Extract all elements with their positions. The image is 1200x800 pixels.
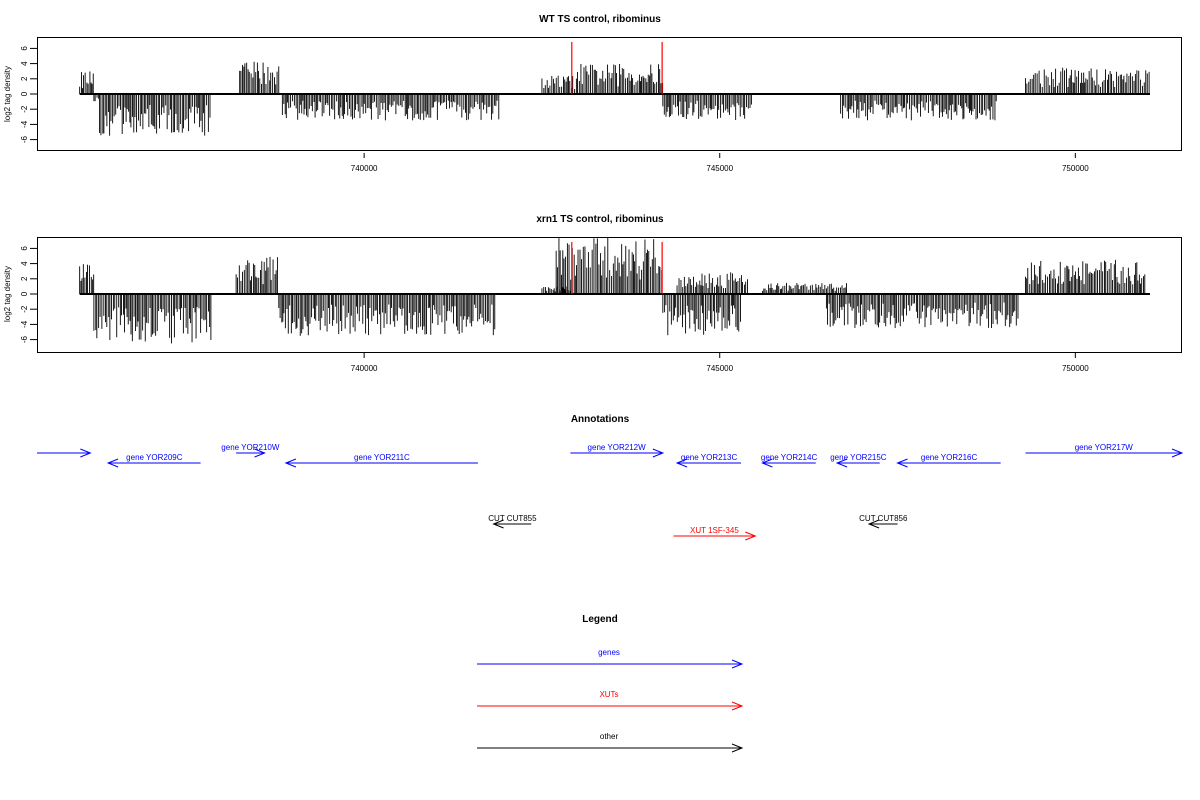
feature-arrowhead	[284, 458, 297, 468]
feature-gene-yor214c: gene YOR214C	[761, 453, 818, 468]
legend: genes XUTs other	[477, 648, 744, 753]
feature-gene-yor209c: gene YOR209C	[106, 453, 201, 468]
x-tick-label: 750000	[1062, 364, 1089, 373]
feature-label: gene YOR217W	[1075, 443, 1134, 452]
feature-label: CUT CUT855	[488, 514, 537, 523]
legend-label: XUTs	[599, 690, 618, 699]
feature-cut-cut855: CUT CUT855	[488, 514, 537, 529]
feature-label: CUT CUT856	[859, 514, 908, 523]
y-tick-label: 0	[20, 91, 29, 96]
y-tick-label: 4	[20, 61, 29, 66]
feature-arrowhead	[835, 458, 848, 468]
panel-1-title: WT TS control, ribominus	[539, 14, 661, 25]
feature-label: XUT 1SF-345	[690, 526, 739, 535]
feature-arrowhead	[745, 531, 757, 541]
feature-gene-yor216c: gene YOR216C	[896, 453, 1001, 468]
legend-item-genes: genes	[477, 648, 744, 669]
feature-label: gene YOR211C	[354, 453, 410, 462]
legend-label: genes	[598, 648, 620, 657]
feature-label: gene YOR215C	[830, 453, 887, 462]
feature-gene-yor210w: gene YOR210W	[221, 443, 280, 458]
y-tick-label: 0	[20, 291, 29, 296]
annotations-title: Annotations	[570, 414, 630, 425]
x-tick-label: 740000	[351, 364, 378, 373]
x-tick-label: 740000	[351, 164, 378, 173]
x-tick-label: 745000	[706, 164, 733, 173]
feature-label: gene YOR212W	[588, 443, 647, 452]
y-tick-label: 6	[20, 246, 29, 251]
y-axis-label: log2 tag density	[3, 66, 12, 122]
panel-2-title: xrn1 TS control, ribominus	[536, 214, 664, 225]
y-tick-label: -6	[20, 135, 29, 143]
y-tick-label: -4	[20, 320, 29, 328]
feature-arrowhead	[254, 448, 266, 458]
feature-arrowhead	[896, 458, 908, 468]
feature-label: gene YOR209C	[126, 453, 183, 462]
annotations-track: gene YOR209C gene YOR210W gene YOR211C gene…	[37, 443, 1184, 541]
feature-arrowhead	[1171, 448, 1184, 458]
feature-label: gene YOR213C	[681, 453, 738, 462]
legend-item-other: other	[477, 732, 744, 753]
feature-gene-yor212w: gene YOR212W	[570, 443, 665, 458]
legend-item-xuts: XUTs	[477, 690, 744, 711]
legend-label: other	[600, 732, 619, 741]
feature-xut-1sf-345: XUT 1SF-345	[673, 526, 757, 541]
feature-gene-yor215c: gene YOR215C	[830, 453, 887, 468]
feature-label: gene YOR214C	[761, 453, 818, 462]
feature-arrowhead	[675, 458, 688, 468]
y-tick-label: -4	[20, 120, 29, 128]
feature-gene-yor213c: gene YOR213C	[675, 453, 742, 468]
feature-gene-yor211c: gene YOR211C	[284, 453, 478, 468]
y-tick-label: 6	[20, 46, 29, 51]
legend-arrowhead	[731, 659, 744, 669]
x-tick-label: 745000	[706, 364, 733, 373]
y-tick-label: -2	[20, 305, 29, 313]
feature-arrowhead	[106, 458, 119, 468]
feature-label: gene YOR210W	[221, 443, 280, 452]
y-axis-label: log2 tag density	[3, 266, 12, 322]
y-tick-label: 2	[20, 276, 29, 281]
panel-2-chart: -6 -4 -2 0 2 4 6 log2 tag density 740000 745000 75…	[3, 237, 1150, 373]
feature-arrowhead	[867, 519, 880, 529]
feature-arrowhead	[761, 458, 773, 468]
legend-arrowhead	[731, 701, 744, 711]
y-tick-label: 2	[20, 76, 29, 81]
feature-arrowhead	[80, 448, 92, 458]
panel-2-frame	[37, 237, 1182, 353]
feature-arrowhead	[492, 519, 504, 529]
legend-title: Legend	[582, 614, 618, 625]
legend-arrowhead	[731, 743, 744, 753]
y-tick-label: 4	[20, 261, 29, 266]
feature-label: gene YOR216C	[921, 453, 978, 462]
y-tick-label: -2	[20, 105, 29, 113]
panel-1-chart: -6 -4 -2 0 2 4 6 log2 tag density 740000 745000 75…	[3, 42, 1150, 173]
y-tick-label: -6	[20, 335, 29, 343]
x-tick-label: 750000	[1062, 164, 1089, 173]
feature-arrow	[37, 448, 92, 458]
feature-cut-cut856: CUT CUT856	[859, 514, 908, 529]
feature-gene-yor217w: gene YOR217W	[1025, 443, 1184, 458]
panel-1-frame	[37, 37, 1182, 151]
feature-arrowhead	[652, 448, 665, 458]
